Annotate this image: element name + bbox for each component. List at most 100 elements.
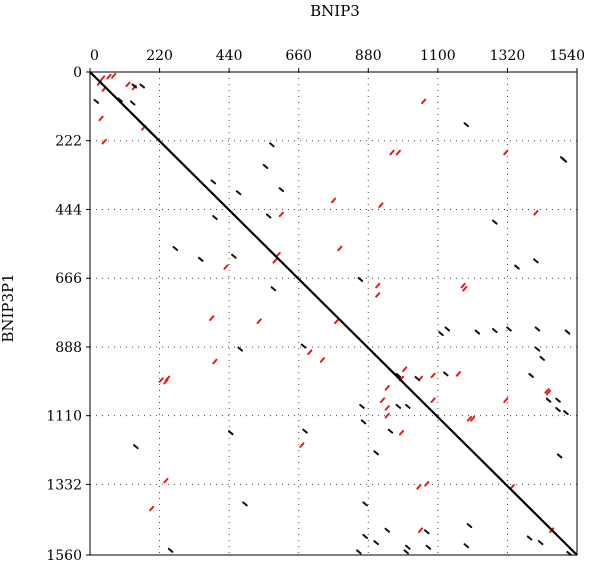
grid-lines <box>90 72 577 555</box>
reverse-match-point <box>474 329 481 335</box>
reverse-match-point <box>414 376 421 382</box>
reverse-match-point <box>528 372 534 378</box>
reverse-match-point <box>139 83 145 89</box>
forward-match-point <box>545 389 552 396</box>
reverse-match-point <box>555 406 561 412</box>
forward-match-point <box>384 405 390 411</box>
x-tick-label: 1320 <box>490 48 526 64</box>
reverse-match-point <box>423 529 430 535</box>
forward-match-point <box>455 371 462 377</box>
forward-match-point <box>384 385 390 391</box>
forward-match-point <box>149 505 155 512</box>
forward-match-point <box>278 211 284 218</box>
reverse-match-point <box>491 219 498 225</box>
forward-match-point <box>275 251 281 258</box>
forward-match-point <box>389 149 395 156</box>
reverse-match-point <box>463 122 470 128</box>
forward-match-point <box>256 318 262 325</box>
reverse-match-point <box>442 371 449 377</box>
x-tick-label: 0 <box>90 48 99 64</box>
reverse-match-point <box>362 501 368 507</box>
forward-match-point <box>272 258 278 264</box>
reverse-match-point <box>438 331 444 337</box>
forward-match-point <box>334 318 340 325</box>
forward-match-point <box>98 115 104 122</box>
reverse-match-point <box>395 372 402 378</box>
forward-match-point <box>375 282 381 289</box>
reverse-match-point <box>563 410 569 416</box>
reverse-match-point <box>172 245 179 251</box>
reverse-match-point <box>278 187 285 193</box>
reverse-match-point <box>167 547 174 553</box>
forward-match-point <box>379 397 386 403</box>
x-axis-ticks: 0 220 440 660 880 1100 1320 1540 <box>89 48 585 72</box>
forward-match-point <box>395 149 401 156</box>
x-tick-label: 440 <box>216 48 243 64</box>
reverse-match-point <box>357 276 364 282</box>
y-tick-label: 666 <box>55 271 82 287</box>
reverse-match-point <box>355 549 362 555</box>
reverse-match-point <box>555 397 561 403</box>
forward-match-point <box>307 349 313 356</box>
forward-match-point <box>398 429 405 436</box>
reverse-match-point <box>133 444 139 450</box>
forward-match-point <box>299 442 305 448</box>
forward-match-point <box>319 357 326 363</box>
x-tick-label: 1100 <box>420 48 456 64</box>
reverse-match-point <box>265 213 272 219</box>
reverse-match-point <box>556 453 563 459</box>
reverse-match-point <box>210 179 217 185</box>
reverse-match-point <box>506 326 512 332</box>
reverse-match-point <box>373 540 379 546</box>
forward-match-point <box>509 484 515 490</box>
x-axis-title: BNIP3 <box>310 2 360 20</box>
reverse-match-point <box>231 253 237 259</box>
x-tick-label: 220 <box>146 48 173 64</box>
y-tick-label: 1560 <box>46 548 82 564</box>
reverse-match-point <box>270 286 277 292</box>
x-tick-label: 1540 <box>549 48 585 64</box>
reverse-match-point <box>491 328 498 334</box>
forward-match-point <box>125 81 131 88</box>
forward-match-point <box>330 197 337 204</box>
forward-match-point <box>378 202 384 208</box>
y-tick-label: 222 <box>55 134 82 150</box>
reverse-match-point <box>545 397 552 403</box>
reverse-match-point <box>537 540 544 546</box>
reverse-match-point <box>362 533 368 539</box>
forward-match-point <box>337 245 343 252</box>
reverse-match-point <box>359 403 365 409</box>
reverse-match-point <box>387 428 394 434</box>
forward-match-point <box>375 292 381 298</box>
reverse-match-point <box>384 527 391 533</box>
reverse-match-point <box>466 523 473 529</box>
reverse-match-point <box>405 544 411 550</box>
y-tick-label: 0 <box>73 65 82 81</box>
forward-match-point <box>164 375 171 382</box>
forward-match-point <box>430 372 436 379</box>
reverse-match-point <box>533 258 539 264</box>
y-tick-label: 444 <box>55 202 82 218</box>
forward-match-point <box>466 415 473 422</box>
forward-match-point <box>101 138 107 145</box>
reverse-match-point <box>539 355 546 361</box>
x-tick-label: 660 <box>285 48 312 64</box>
forward-match-point <box>462 285 468 292</box>
reverse-match-point <box>129 100 136 106</box>
forward-match-point <box>503 397 509 403</box>
reverse-match-point <box>131 83 138 89</box>
reverse-match-point <box>403 549 410 555</box>
reverse-match-point <box>117 97 123 103</box>
forward-match-point <box>421 98 427 105</box>
reverse-match-point <box>237 346 244 352</box>
forward-match-point <box>503 149 509 156</box>
reverse-match-point <box>534 346 541 352</box>
reverse-match-point <box>212 215 218 221</box>
reverse-match-point <box>395 403 402 409</box>
forward-match-point <box>106 73 112 80</box>
forward-match-point <box>544 388 550 394</box>
reverse-match-point <box>526 535 533 541</box>
forward-match-point <box>402 366 408 373</box>
y-tick-label: 1110 <box>46 409 82 425</box>
